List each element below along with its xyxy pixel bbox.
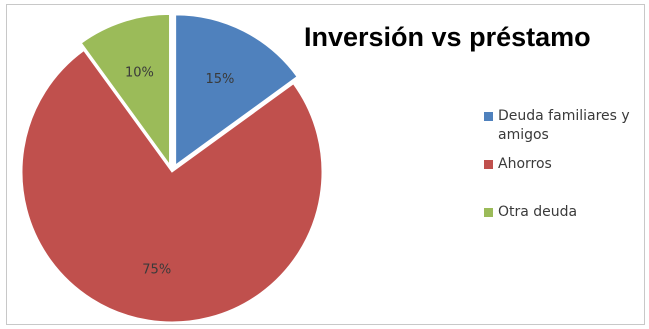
legend-swatch-otra-deuda — [484, 208, 493, 217]
slice-otra-deuda — [80, 13, 171, 166]
slice-ahorros — [21, 49, 323, 323]
legend-swatch-deuda-familiares — [484, 112, 493, 121]
legend-swatch-ahorros — [484, 160, 493, 169]
slice-label-ahorros: 75% — [142, 262, 171, 277]
legend-label-ahorros: Ahorros — [498, 156, 552, 172]
legend-label-deuda-familiares: Deuda familiares y amigos — [498, 108, 630, 143]
legend-label-otra-deuda: Otra deuda — [498, 204, 578, 220]
chart-title: Inversión vs préstamo — [304, 22, 591, 52]
slice-label-otra-deuda: 10% — [125, 66, 154, 81]
slice-deuda-familiares — [175, 14, 298, 166]
slice-label-deuda-familiares: 15% — [205, 72, 234, 87]
